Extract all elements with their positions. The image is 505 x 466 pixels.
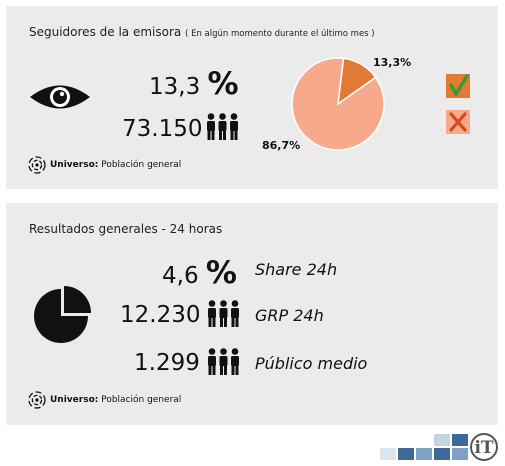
universe-note: Universo: Población general — [50, 160, 182, 170]
results-title: Resultados generales - 24 horas — [29, 222, 223, 236]
people-icon — [208, 348, 239, 375]
followers-count: 73.150 — [122, 116, 203, 142]
followers-title: Seguidores de la emisora ( En algún mome… — [29, 25, 375, 39]
people-icon — [207, 113, 238, 140]
pie-label-no: 86,7% — [262, 139, 301, 152]
share-label: Share 24h — [255, 260, 338, 279]
share-value: 4,6 % — [162, 255, 237, 291]
pie-slice-1 — [291, 57, 385, 151]
pie-label-yes: 13,3% — [373, 56, 412, 69]
audience-value: 1.299 — [134, 350, 200, 376]
audience-label: Público medio — [255, 354, 368, 373]
general-results-panel: Resultados generales - 24 horas 4,6 % Sh… — [6, 203, 498, 425]
svg-text:iT: iT — [474, 438, 493, 458]
grp-label: GRP 24h — [255, 306, 324, 325]
swirl-logo-icon — [28, 391, 46, 409]
grp-value: 12.230 — [120, 302, 201, 328]
cross-icon — [446, 110, 470, 134]
universe-note: Universo: Población general — [50, 395, 182, 405]
swirl-logo-icon — [28, 156, 46, 174]
people-icon — [208, 300, 239, 327]
eye-icon — [30, 85, 90, 109]
followers-pie-chart — [291, 57, 385, 151]
percent-symbol: % — [207, 66, 239, 102]
brand-logo: iT — [380, 433, 498, 461]
followers-panel: Seguidores de la emisora ( En algún mome… — [6, 6, 498, 189]
percent-symbol: % — [205, 255, 237, 291]
pie-icon — [34, 286, 91, 343]
followers-subtitle: ( En algún momento durante el último mes… — [185, 29, 375, 39]
followers-percent: 13,3 % — [149, 66, 239, 102]
checkmark-icon — [446, 74, 470, 98]
